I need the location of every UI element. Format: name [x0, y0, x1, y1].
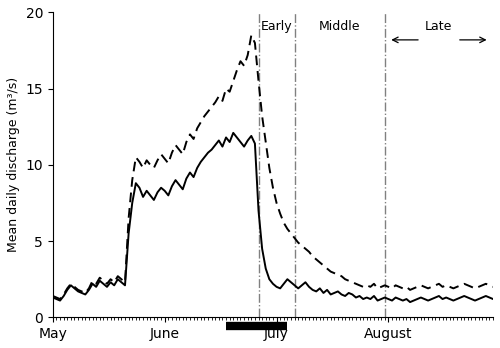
Y-axis label: Mean daily discharge (m³/s): Mean daily discharge (m³/s) — [7, 77, 20, 252]
Text: Middle: Middle — [319, 20, 360, 33]
Text: Late: Late — [425, 20, 452, 33]
Text: Early: Early — [260, 20, 292, 33]
